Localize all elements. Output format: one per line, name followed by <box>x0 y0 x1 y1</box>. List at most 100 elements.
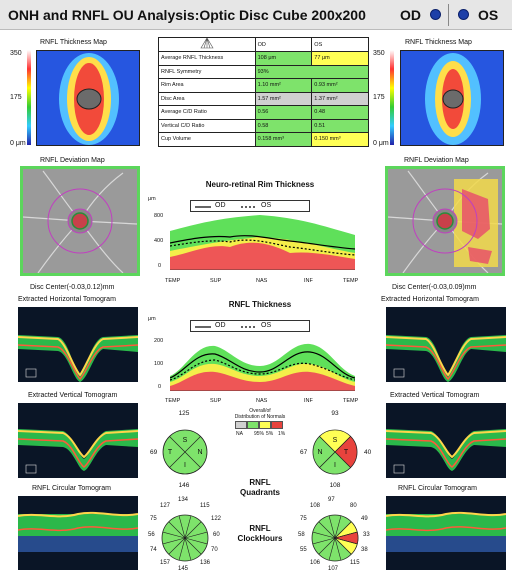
os-scale-bottom: 0 μm <box>373 140 389 147</box>
table-row: RNFL Symmetry 93% <box>158 64 370 79</box>
os-clock-4: 38 <box>361 547 368 553</box>
rim-xtick: INF <box>304 278 313 284</box>
od-clock-5: 136 <box>200 560 211 566</box>
os-vertical-tomogram <box>386 403 506 478</box>
clock-title-2: ClockHours <box>237 534 283 543</box>
os-color-scale <box>390 50 394 145</box>
os-clock-1: 80 <box>350 503 357 509</box>
row-os-value: 0.150 mm³ <box>311 132 369 147</box>
row-od-value: 1.10 mm² <box>254 78 313 93</box>
distribution-title: Distribution of Normals <box>234 414 286 420</box>
table-row: Average RNFL Thickness 108 μm 77 μm <box>158 51 369 66</box>
legend-swatch-outside <box>271 421 283 429</box>
od-disc-center: Disc Center(-0.03,0.12)mm <box>30 284 115 291</box>
row-os-value: 0.48 <box>311 105 369 120</box>
legend-95: 95% <box>254 431 265 437</box>
rnfl-xtick: TEMP <box>165 398 181 404</box>
od-clock-11: 127 <box>160 503 171 509</box>
od-scale-bottom: 0 μm <box>10 140 26 147</box>
rim-ytick: 800 <box>154 213 164 219</box>
os-clock-10: 75 <box>300 516 307 522</box>
os-scale-top: 350 <box>373 50 385 57</box>
od-clock-3: 60 <box>213 532 220 538</box>
os-horizontal-tomogram <box>386 307 506 382</box>
os-label: OS <box>478 7 499 23</box>
rnfl-thickness-chart <box>170 343 355 391</box>
rim-ytick: 0 <box>158 263 162 269</box>
rnfl-xtick: INF <box>304 398 313 404</box>
od-thickness-map-title: RNFL Thickness Map <box>40 39 107 46</box>
os-clock-2: 49 <box>361 516 368 522</box>
os-deviation-map-title: RNFL Deviation Map <box>404 157 469 164</box>
od-eye-icon <box>430 9 441 20</box>
row-label: Disc Area <box>158 91 256 106</box>
od-color-scale <box>27 50 31 145</box>
os-clock-8: 55 <box>300 547 307 553</box>
od-deviation-map-title: RNFL Deviation Map <box>40 157 105 164</box>
os-horizontal-tomogram-title: Extracted Horizontal Tomogram <box>381 296 479 303</box>
distribution-label: Overall/of <box>249 408 271 414</box>
rim-chart-unit: μm <box>148 196 156 202</box>
od-quadrant-i: I <box>184 462 186 469</box>
od-thickness-map <box>36 50 140 146</box>
rim-ytick: 400 <box>154 238 164 244</box>
os-quadrant-i-value: 108 <box>329 482 341 489</box>
od-quadrant-t-value: 69 <box>150 449 158 456</box>
legend-1: 1% <box>278 431 286 437</box>
rim-thickness-chart <box>170 215 355 270</box>
legend-os: OS <box>261 322 272 329</box>
os-quadrant-t-value: 67 <box>300 449 308 456</box>
report-title: ONH and RNFL OU Analysis:Optic Disc Cube… <box>8 7 366 23</box>
os-clock-12: 97 <box>328 497 335 503</box>
clock-title-1: RNFL <box>249 524 271 533</box>
od-quadrant-n: N <box>197 449 203 456</box>
row-os-value: 0.51 <box>311 118 369 133</box>
os-quadrant-s-value: 93 <box>331 410 339 417</box>
os-clock-5: 115 <box>350 560 360 566</box>
os-circular-tomogram-title: RNFL Circular Tomogram <box>398 485 477 492</box>
legend-swatch-borderline <box>259 421 271 429</box>
od-clockhour-chart <box>161 514 209 562</box>
os-deviation-map <box>385 166 505 276</box>
os-quadrant-chart <box>312 429 358 475</box>
row-od-value: 0.158 mm³ <box>254 132 313 147</box>
rnfl-xtick: TEMP <box>343 398 359 404</box>
rim-xtick: NAS <box>256 278 268 284</box>
od-deviation-map <box>20 166 140 276</box>
row-od-value: 1.57 mm² <box>254 91 313 106</box>
rnfl-ytick: 0 <box>158 384 162 390</box>
od-vertical-tomogram <box>18 403 138 478</box>
legend-swatch-na <box>235 421 247 429</box>
os-vertical-tomogram-title: Extracted Vertical Tomogram <box>390 392 480 399</box>
row-os-value: 1.37 mm² <box>311 91 369 106</box>
od-clock-7: 157 <box>160 560 171 566</box>
report-header: ONH and RNFL OU Analysis:Optic Disc Cube… <box>0 0 512 30</box>
legend-od: OD <box>215 322 226 329</box>
os-disc-center: Disc Center(-0.03,0.09)mm <box>392 284 477 291</box>
od-scale-top: 350 <box>10 50 22 57</box>
table-row: Rim Area 1.10 mm² 0.93 mm² <box>158 78 369 93</box>
od-horizontal-tomogram <box>18 307 138 382</box>
rim-chart-title: Neuro-retinal Rim Thickness <box>205 180 315 189</box>
table-row: Vertical C/D Ratio 0.58 0.51 <box>158 118 369 133</box>
row-od-value: 0.56 <box>254 105 313 120</box>
os-clockhour-chart <box>311 514 359 562</box>
os-clock-11: 108 <box>310 503 321 509</box>
parameter-table: OD OS Average RNFL Thickness 108 μm 77 μ… <box>158 37 370 147</box>
legend-os: OS <box>261 202 272 209</box>
row-label: Average C/D Ratio <box>158 105 256 120</box>
os-clock-9: 58 <box>298 532 305 538</box>
od-clock-8: 74 <box>150 547 157 553</box>
table-row: Disc Area 1.57 mm² 1.37 mm² <box>158 91 369 106</box>
rnfl-chart-title: RNFL Thickness <box>228 300 292 309</box>
col-os-header: OS <box>311 37 369 52</box>
os-quadrant-t: T <box>343 449 349 456</box>
legend-od: OD <box>215 202 226 209</box>
od-clock-12: 134 <box>178 497 189 503</box>
table-row: Cup Volume 0.158 mm³ 0.150 mm³ <box>158 132 369 147</box>
od-vertical-tomogram-title: Extracted Vertical Tomogram <box>28 392 118 399</box>
row-label: RNFL Symmetry <box>158 64 256 79</box>
os-thickness-map-title: RNFL Thickness Map <box>405 39 472 46</box>
os-clock-6: 107 <box>328 566 339 572</box>
row-os-value: 0.93 mm² <box>311 78 369 93</box>
